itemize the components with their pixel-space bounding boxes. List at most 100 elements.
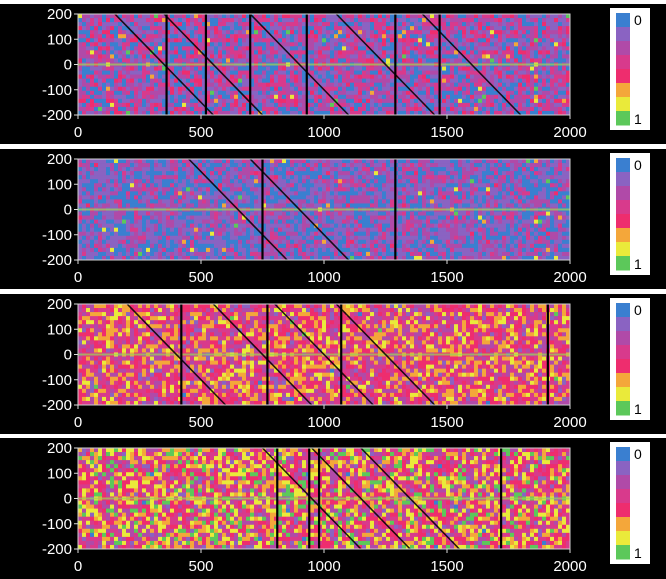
heatmap-cell [458,54,463,59]
heatmap-cell [202,50,207,55]
heatmap-cell [442,90,447,96]
heatmap-cell [506,74,511,80]
heatmap-cell [230,159,235,164]
heatmap-cell [522,14,527,19]
heatmap-cell [494,58,499,63]
heatmap-cell [466,46,471,51]
heatmap-cell [118,82,123,88]
heatmap-cell [522,58,527,63]
heatmap-cell [450,14,455,19]
heatmap-cell [190,38,195,43]
heatmap-cell [198,235,203,241]
heatmap-cell [258,14,263,19]
heatmap-cell [486,74,491,80]
heatmap-cell [374,195,379,200]
heatmap-cell [142,187,147,192]
heatmap-cell [250,183,255,188]
heatmap-cell [222,110,227,116]
heatmap-cell [190,171,195,176]
heatmap-cell [422,22,427,27]
heatmap-cell [426,26,431,31]
heatmap-cell [338,54,343,59]
heatmap-cell [566,46,571,51]
heatmap-cell [334,159,339,164]
heatmap-cell [342,231,347,237]
heatmap-cell [226,98,231,104]
heatmap-cell [194,215,199,220]
heatmap-cell [342,42,347,47]
heatmap-cell [342,171,347,176]
heatmap-cell [114,247,119,253]
heatmap-cell [462,90,467,96]
heatmap-cell [286,255,291,261]
heatmap-cell [194,82,199,88]
heatmap-cell [238,175,243,180]
heatmap-cell [366,82,371,88]
heatmap-cell [162,90,167,96]
heatmap-cell [334,42,339,47]
heatmap-cell [542,42,547,47]
heatmap-cell [550,70,555,75]
heatmap-cell [194,211,199,216]
heatmap-cell [450,70,455,75]
heatmap-cell [538,98,543,104]
heatmap-cell [178,66,183,71]
heatmap-cell [338,66,343,71]
heatmap-cell [266,251,271,257]
heatmap-cell [246,195,251,200]
heatmap-cell [546,102,551,108]
heatmap-cell [382,86,387,92]
heatmap-cell [94,82,99,88]
heatmap-cell [242,102,247,108]
heatmap-cell [354,30,359,35]
heatmap-cell [174,70,179,75]
heatmap-cell [334,247,339,253]
heatmap-cell [106,38,111,43]
heatmap-cell [126,219,131,225]
heatmap-cell [358,235,363,241]
heatmap-cell [250,247,255,253]
heatmap-cell [118,94,123,100]
heatmap-cell [102,54,107,59]
heatmap-cell [386,102,391,108]
heatmap-cell [318,34,323,39]
heatmap-cell [242,231,247,237]
heatmap-cell [306,82,311,88]
heatmap-cell [278,66,283,71]
heatmap-cell [230,106,235,112]
heatmap-cell [322,70,327,75]
heatmap-cell [370,167,375,172]
heatmap-cell [150,98,155,104]
heatmap-cell [346,58,351,63]
heatmap-cell [222,255,227,261]
heatmap-cell [162,199,167,204]
heatmap-cell [110,78,115,84]
heatmap-cell [106,179,111,184]
heatmap-cell [130,50,135,55]
heatmap-cell [270,78,275,84]
heatmap-cell [90,215,95,220]
heatmap-cell [78,223,83,229]
heatmap-cell [214,171,219,176]
heatmap-cell [326,231,331,237]
heatmap-cell [126,239,131,245]
heatmap-cell [158,26,163,31]
heatmap-cell [126,175,131,180]
heatmap-cell [482,86,487,92]
heatmap-cell [218,54,223,59]
heatmap-cell [242,66,247,71]
heatmap-cell [270,26,275,31]
heatmap-cell [418,54,423,59]
heatmap-cell [514,38,519,43]
heatmap-cell [286,183,291,188]
center-band [78,63,570,66]
heatmap-cell [150,235,155,241]
heatmap-cell [330,163,335,168]
heatmap-cell [502,18,507,23]
heatmap-cell [78,102,83,108]
heatmap-cell [230,251,235,257]
heatmap-cell [90,78,95,84]
heatmap-cell [130,14,135,19]
heatmap-cell [162,215,167,220]
heatmap-cell [230,86,235,92]
